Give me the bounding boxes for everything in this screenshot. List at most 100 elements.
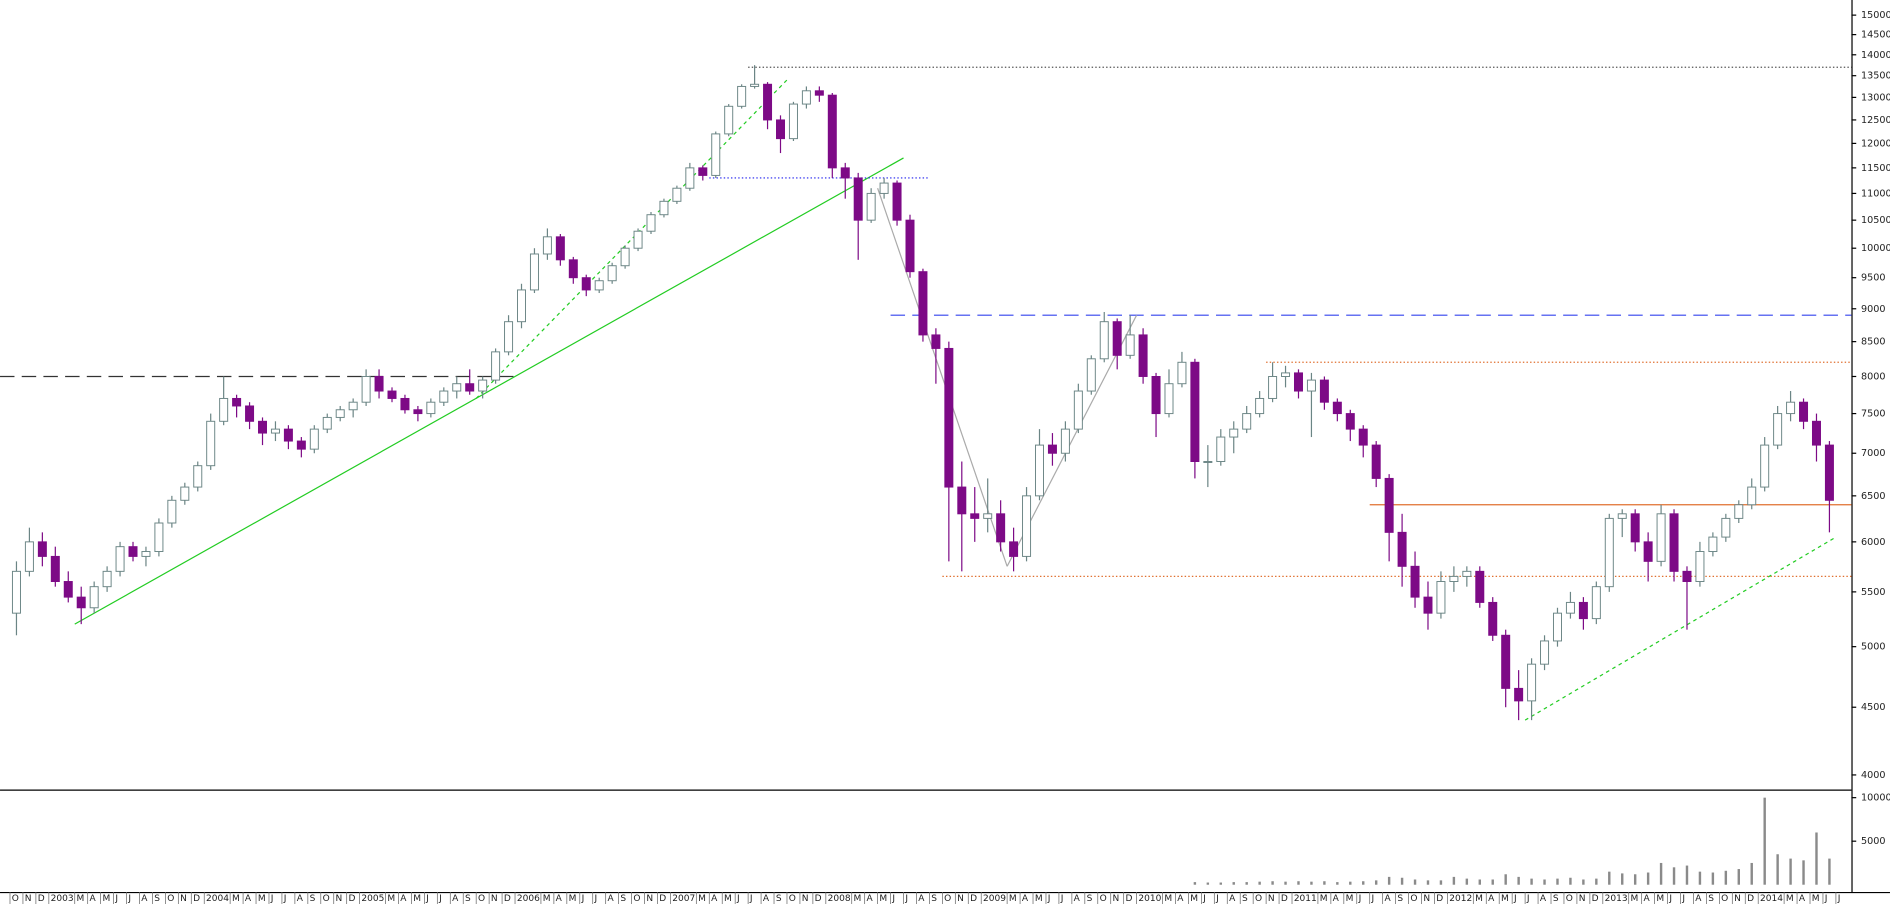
x-tick-label: M — [1631, 894, 1639, 904]
candle-body — [1268, 376, 1278, 399]
x-tick-label: S — [931, 894, 937, 904]
candle-body — [491, 351, 501, 381]
y-tick-label: 6000 — [1861, 537, 1886, 548]
x-tick-label: 2004 — [206, 894, 229, 904]
x-tick-label: S — [154, 894, 160, 904]
x-tick-label: A — [141, 894, 148, 904]
y-tick-label: 4000 — [1861, 770, 1886, 781]
candle-body — [659, 200, 669, 216]
x-tick-label: O — [633, 894, 640, 904]
x-tick-label: A — [1229, 894, 1236, 904]
volume-bar — [1362, 881, 1365, 885]
x-tick-label: D — [348, 894, 355, 904]
volume-bar — [1776, 854, 1779, 885]
x-tick-label: J — [1215, 894, 1219, 904]
candle-body — [426, 401, 436, 415]
candle-body — [840, 167, 850, 179]
candle-body — [581, 277, 591, 291]
candle-body — [465, 383, 475, 392]
x-tick-label: S — [620, 894, 626, 904]
candle-body — [1242, 413, 1252, 430]
x-tick-label: O — [789, 894, 796, 904]
candle-body — [1151, 376, 1161, 415]
candle-body — [1630, 513, 1640, 543]
x-tick-label: M — [854, 894, 862, 904]
volume-bar — [1491, 879, 1494, 885]
volume-bar — [1271, 881, 1274, 885]
candle-body — [633, 230, 643, 249]
candle-body — [801, 90, 811, 105]
x-tick-label: J — [425, 894, 429, 904]
candle-body — [1060, 428, 1070, 454]
candle-body — [827, 94, 837, 169]
volume-bar — [1310, 881, 1313, 885]
x-tick-label: N — [1113, 894, 1120, 904]
candle-body — [1229, 428, 1239, 438]
x-tick-label: M — [1656, 894, 1664, 904]
x-tick-label: J — [1060, 894, 1064, 904]
x-tick-label: A — [1488, 894, 1495, 904]
candle-body — [646, 214, 656, 232]
x-tick-label: 2003 — [51, 894, 74, 904]
volume-bar — [1815, 832, 1818, 885]
candle-body — [1449, 575, 1459, 583]
y-tick-label: 12000 — [1861, 138, 1890, 149]
volume-bar — [1349, 881, 1352, 885]
x-tick-label: 2012 — [1449, 894, 1472, 904]
candle-body — [1022, 495, 1032, 557]
x-tick-label: A — [1384, 894, 1391, 904]
volume-bar — [1530, 878, 1533, 885]
volume-bar — [1621, 873, 1624, 885]
candle-body — [1811, 420, 1821, 446]
x-tick-label: J — [438, 894, 442, 904]
x-tick-label: M — [1035, 894, 1043, 904]
x-tick-label: O — [1100, 894, 1107, 904]
x-tick-label: M — [258, 894, 266, 904]
candle-body — [1423, 596, 1433, 614]
x-tick-label: D — [38, 894, 45, 904]
x-tick-label: M — [1786, 894, 1794, 904]
candle-body — [1824, 444, 1834, 501]
x-tick-label: D — [1592, 894, 1599, 904]
candle-body — [918, 271, 928, 336]
x-tick-label: J — [1202, 894, 1206, 904]
x-tick-label: S — [1708, 894, 1714, 904]
candle-body — [529, 253, 539, 291]
candle-body — [1073, 390, 1083, 430]
candle-body — [1034, 444, 1044, 497]
y-tick-label: 5000 — [1861, 642, 1886, 653]
candle-body — [594, 280, 604, 291]
candle-body — [1345, 413, 1355, 430]
x-tick-label: M — [1320, 894, 1328, 904]
x-tick-label: O — [1566, 894, 1573, 904]
x-tick-label: D — [1747, 894, 1754, 904]
x-tick-label: S — [465, 894, 471, 904]
volume-bar — [1543, 879, 1546, 885]
candle-body — [24, 541, 34, 572]
candle-body — [1384, 477, 1394, 533]
x-tick-label: A — [1799, 894, 1806, 904]
volume-tick-label: 10000 — [1861, 793, 1890, 804]
candle-body — [1164, 383, 1174, 415]
candle-body — [348, 401, 358, 411]
candle-body — [1358, 428, 1368, 446]
volume-bar — [1763, 797, 1766, 885]
candle-body — [607, 265, 617, 282]
x-tick-label: A — [1074, 894, 1081, 904]
x-tick-label: N — [1268, 894, 1275, 904]
x-tick-label: J — [594, 894, 598, 904]
x-tick-label: D — [1281, 894, 1288, 904]
candle-body — [1669, 513, 1679, 572]
candle-body — [711, 133, 721, 176]
candle-body — [568, 259, 578, 279]
x-tick-label: M — [879, 894, 887, 904]
candle-body — [1682, 570, 1692, 583]
x-tick-label: 2006 — [517, 894, 540, 904]
x-tick-label: S — [776, 894, 782, 904]
x-tick-label: A — [1540, 894, 1547, 904]
x-tick-label: O — [478, 894, 485, 904]
candle-body — [245, 405, 255, 422]
x-tick-label: D — [1125, 894, 1132, 904]
x-tick-label: M — [1475, 894, 1483, 904]
candle-body — [1203, 461, 1213, 463]
